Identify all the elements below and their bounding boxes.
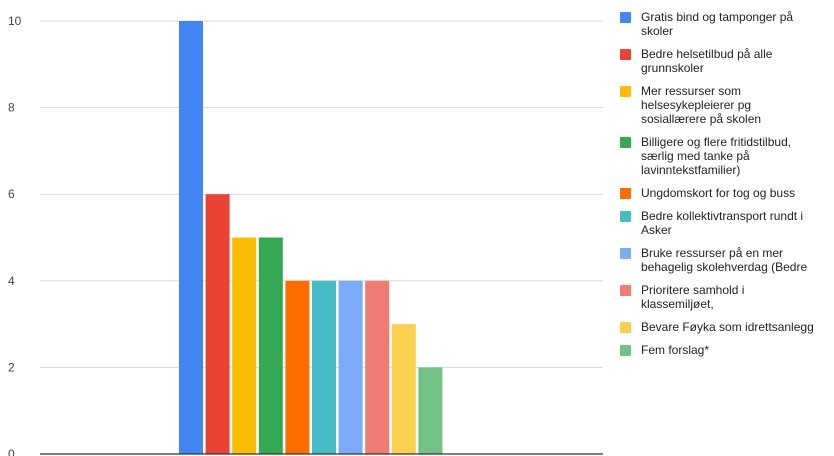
- legend-label: Gratis bind og tamponger på skoler: [641, 10, 794, 38]
- bar: [179, 21, 203, 454]
- legend-item: Ungdomskort for tog og buss: [620, 186, 834, 200]
- legend-swatch: [620, 137, 631, 148]
- legend-swatch: [620, 211, 631, 222]
- legend-swatch: [620, 285, 631, 296]
- bar: [418, 367, 443, 454]
- legend-label: Bevare Føyka som idrettsanlegg: [641, 320, 814, 334]
- legend-label: Prioritere samhold i klassemiljøet,: [641, 283, 745, 311]
- y-tick-label: 4: [8, 274, 15, 288]
- legend-label: Mer ressurser som helsesykepleierer pg s…: [641, 84, 762, 126]
- legend-item: Prioritere samhold i klassemiljøet,: [620, 283, 834, 311]
- bar: [285, 280, 310, 454]
- legend-label: Fem forslag*: [641, 343, 710, 357]
- chart-legend: Gratis bind og tamponger på skoler Bedre …: [620, 10, 834, 366]
- legend-item: Gratis bind og tamponger på skoler: [620, 10, 834, 38]
- legend-item: Bedre helsetilbud på alle grunnskoler: [620, 47, 834, 75]
- bar: [365, 280, 390, 454]
- legend-item: Billigere og flere fritidstilbud, særlig…: [620, 135, 834, 177]
- bar: [391, 324, 416, 454]
- legend-swatch: [620, 248, 631, 259]
- legend-item: Bevare Føyka som idrettsanlegg: [620, 320, 834, 334]
- bar: [205, 194, 230, 454]
- bar: [338, 280, 363, 454]
- legend-swatch: [620, 188, 631, 199]
- y-tick-label: 0: [8, 447, 15, 456]
- legend-label: Bedre helsetilbud på alle grunnskoler: [641, 47, 773, 75]
- legend-item: Bruke ressurser på en mer behagelig skol…: [620, 246, 834, 274]
- bar: [312, 280, 336, 454]
- legend-label: Ungdomskort for tog og buss: [641, 186, 796, 200]
- legend-swatch: [620, 86, 631, 97]
- legend-swatch: [620, 12, 631, 23]
- bar: [232, 237, 257, 454]
- y-tick-label: 10: [8, 14, 22, 28]
- y-tick-label: 6: [8, 187, 15, 201]
- legend-label: Bruke ressurser på en mer behagelig skol…: [641, 246, 808, 274]
- y-tick-label: 8: [8, 101, 15, 115]
- legend-item: Mer ressurser som helsesykepleierer pg s…: [620, 84, 834, 126]
- bar: [258, 237, 283, 454]
- legend-swatch: [620, 49, 631, 60]
- legend-item: Fem forslag*: [620, 343, 834, 357]
- legend-label: Bedre kollektivtransport rundt i Asker: [641, 209, 804, 237]
- legend-swatch: [620, 345, 631, 356]
- legend-swatch: [620, 322, 631, 333]
- legend-item: Bedre kollektivtransport rundt i Asker: [620, 209, 834, 237]
- legend-label: Billigere og flere fritidstilbud, særlig…: [641, 135, 792, 177]
- y-tick-label: 2: [8, 360, 15, 374]
